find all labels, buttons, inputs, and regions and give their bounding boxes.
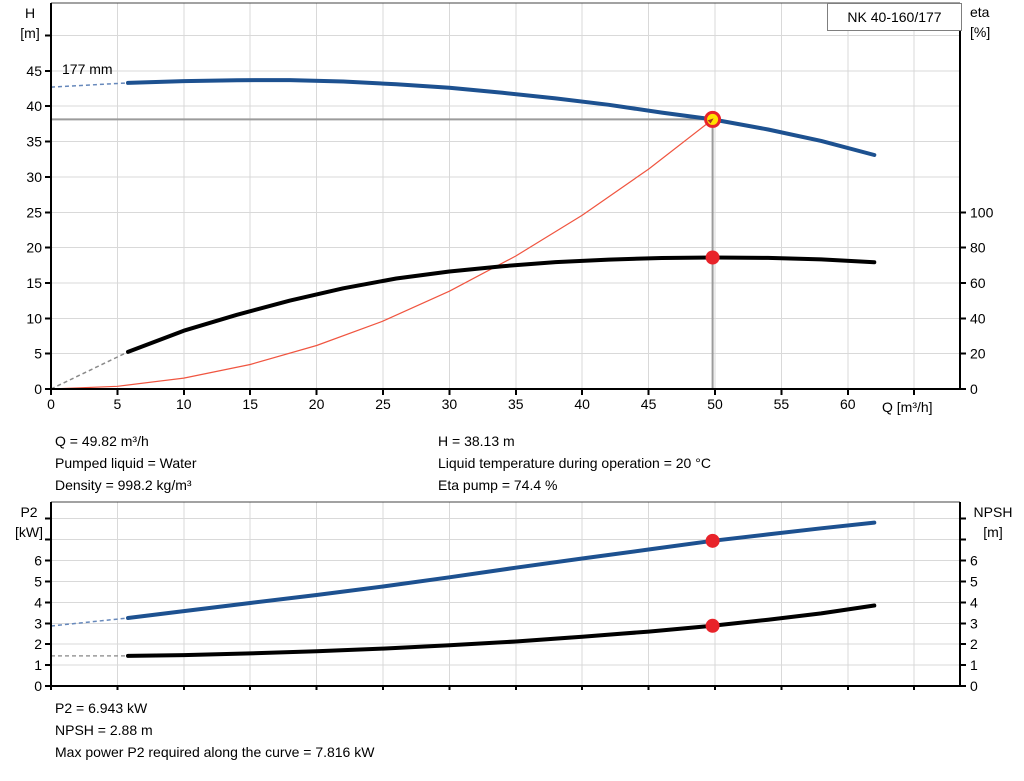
max-power-text: Max power P2 required along the curve = …	[55, 744, 375, 760]
pump-type-title-box: NK 40-160/177	[827, 3, 962, 31]
x-tick-label: 50	[707, 396, 723, 412]
x-tick-label: 15	[242, 396, 258, 412]
x-tick-label: 30	[442, 396, 458, 412]
x-tick-label: 25	[375, 396, 391, 412]
tick-labels: 0 1 2 3 4 5 6 0 1 2 3 4 5 6	[34, 553, 978, 694]
right-tick-label: 5	[970, 573, 978, 589]
right-tick-label: 60	[970, 275, 986, 291]
x-tick-label: 20	[309, 396, 325, 412]
npsh-axis-label-line1: NPSH	[973, 504, 1013, 520]
left-tick-label: 5	[34, 573, 42, 589]
right-tick-label: 0	[970, 381, 978, 397]
head-curve-dashed-lead	[50, 82, 129, 88]
gridlines	[51, 3, 960, 389]
right-tick-label: 2	[970, 636, 978, 652]
x-tick-label: 60	[840, 396, 856, 412]
gridlines	[51, 502, 960, 686]
npsh-duty-dot	[705, 618, 720, 633]
left-tick-label: 1	[34, 657, 42, 673]
right-tick-label: 40	[970, 310, 986, 326]
x-tick-label: 10	[176, 396, 192, 412]
density-text: Density = 998.2 kg/m³	[55, 477, 192, 493]
p2-duty-dot	[705, 533, 720, 548]
impeller-size-label: 177 mm	[62, 61, 113, 77]
power-npsh-chart: 0 1 2 3 4 5 6 0 1 2 3 4 5 6	[34, 501, 978, 694]
pumped-liquid-text: Pumped liquid = Water	[55, 455, 197, 471]
x-tick-label: 5	[114, 396, 122, 412]
axes-frame	[50, 502, 961, 687]
p2-axis-label-line1: P2	[20, 504, 38, 520]
duty-marker-arrow-icon	[707, 118, 714, 124]
eta-pump-text: Eta pump = 74.4 %	[438, 477, 558, 493]
left-tick-label: 15	[26, 275, 42, 291]
h-axis-label-line1: H	[24, 5, 36, 21]
efficiency-duty-dot	[705, 250, 720, 265]
left-tick-label: 45	[26, 63, 42, 79]
npsh-curve	[126, 603, 877, 658]
eta-axis-label-line1: eta	[970, 4, 990, 20]
left-tick-label: 0	[34, 678, 42, 694]
left-tick-label: 2	[34, 636, 42, 652]
left-tick-label: 3	[34, 615, 42, 631]
right-tick-label: 1	[970, 657, 978, 673]
left-tick-label: 40	[26, 98, 42, 114]
left-tick-label: 5	[34, 346, 42, 362]
left-tick-label: 35	[26, 134, 42, 150]
h-axis-label-line2: [m]	[20, 25, 40, 41]
x-tick-label: 35	[508, 396, 524, 412]
q-axis-label: Q [m³/h]	[882, 399, 933, 415]
p2-axis-label-line2: [kW]	[15, 524, 43, 540]
left-tick-label: 6	[34, 553, 42, 569]
right-tick-label: 80	[970, 240, 986, 256]
right-tick-label: 100	[970, 204, 994, 220]
head-efficiency-chart: 0 5 10 15 20 25 30 35 40 45 50 55 60 0 5 10 15 20 25 30 35 40…	[26, 2, 994, 412]
p2-value-text: P2 = 6.943 kW	[55, 700, 148, 716]
right-tick-label: 4	[970, 594, 978, 610]
duty-crosshair-lines	[51, 118, 714, 389]
right-tick-label: 6	[970, 553, 978, 569]
left-tick-label: 10	[26, 310, 42, 326]
duty-flow-text: Q = 49.82 m³/h	[55, 433, 149, 449]
system-curve	[50, 118, 714, 390]
npsh-axis-label-line2: [m]	[983, 524, 1003, 540]
efficiency-curve-dashed-lead	[50, 351, 129, 390]
left-tick-label: 4	[34, 594, 42, 610]
tick-marks	[45, 34, 966, 395]
npsh-value-text: NPSH = 2.88 m	[55, 722, 153, 738]
left-tick-label: 25	[26, 204, 42, 220]
axes-frame	[50, 3, 961, 390]
right-tick-label: 3	[970, 615, 978, 631]
x-tick-label: 45	[641, 396, 657, 412]
left-tick-label: 20	[26, 240, 42, 256]
right-tick-label: 20	[970, 346, 986, 362]
right-tick-label: 0	[970, 678, 978, 694]
x-tick-label: 0	[47, 396, 55, 412]
left-tick-label: 30	[26, 169, 42, 185]
duty-head-text: H = 38.13 m	[438, 433, 515, 449]
p2-curve	[126, 520, 877, 620]
left-tick-label: 0	[34, 381, 42, 397]
liquid-temp-text: Liquid temperature during operation = 20…	[438, 455, 711, 471]
x-tick-label: 40	[574, 396, 590, 412]
tick-labels: 0 5 10 15 20 25 30 35 40 45 50 55 60 0 5 10 15 20 25 30 35 40…	[26, 63, 993, 412]
tick-marks	[45, 517, 966, 690]
p2-curve-dashed-lead	[50, 617, 129, 627]
efficiency-curve	[126, 255, 877, 354]
eta-axis-label-line2: [%]	[970, 24, 991, 40]
head-curve	[126, 78, 877, 157]
x-tick-label: 55	[774, 396, 790, 412]
